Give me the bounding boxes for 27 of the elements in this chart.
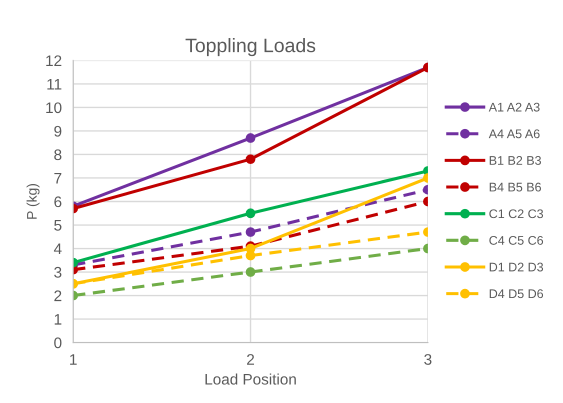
x-tick-label: 3 (424, 354, 432, 365)
y-axis-title: P (kg) (26, 184, 40, 219)
legend-label: D1 D2 D3 (490, 262, 544, 272)
y-tick-label: 6 (54, 196, 62, 208)
x-tick-label: 1 (70, 354, 77, 365)
legend-label: A4 A5 A6 (488, 129, 540, 138)
y-tick-label: 10 (46, 102, 62, 114)
x-tick-label: 2 (247, 354, 254, 365)
x-axis-title: Load Position (206, 373, 296, 385)
y-tick-label: 5 (54, 220, 62, 231)
y-tick-label: 11 (47, 78, 62, 90)
y-tick-label: 4 (54, 244, 62, 254)
legend-label: C1 C2 C3 (489, 209, 544, 218)
legend-label: A1 A2 A3 (488, 102, 540, 112)
y-tick-label: 12 (46, 55, 62, 66)
legend-label: B1 B2 B3 (490, 156, 541, 165)
y-tick-label: 0 (54, 337, 62, 348)
legend-label: B4 B5 B6 (490, 182, 541, 192)
legend-label: C4 C5 C6 (489, 236, 544, 245)
y-tick-label: 2 (54, 290, 62, 302)
y-tick-label: 8 (54, 149, 62, 160)
chart-title: Toppling Loads (186, 38, 316, 56)
y-tick-label: 3 (54, 266, 62, 278)
y-tick-label: 9 (54, 126, 62, 137)
y-tick-label: 1 (54, 314, 62, 325)
y-tick-label: 7 (54, 173, 62, 184)
legend-label: D4 D5 D6 (490, 289, 544, 298)
